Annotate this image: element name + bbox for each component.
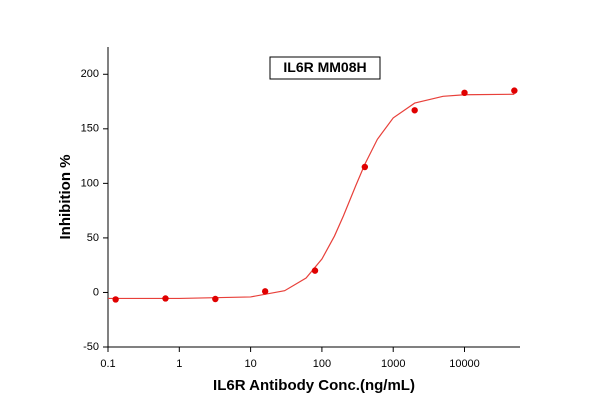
data-point bbox=[261, 288, 269, 295]
y-tick-label: -50 bbox=[83, 341, 99, 353]
data-point bbox=[311, 267, 319, 274]
x-tick-label: 1000 bbox=[381, 358, 405, 370]
data-point bbox=[411, 107, 418, 114]
x-tick-label: 0.1 bbox=[100, 358, 115, 370]
data-point bbox=[162, 295, 169, 302]
y-axis-title: Inhibition % bbox=[57, 155, 74, 240]
y-tick-label: 0 bbox=[93, 286, 99, 298]
data-point bbox=[112, 296, 119, 303]
data-point bbox=[212, 295, 219, 303]
x-tick-label: 10 bbox=[244, 358, 256, 370]
y-tick-label: 100 bbox=[81, 177, 99, 189]
data-point bbox=[511, 87, 518, 94]
fit-curve bbox=[108, 93, 515, 300]
y-tick-label: 200 bbox=[81, 68, 99, 80]
data-point bbox=[361, 163, 369, 171]
x-tick-label: 10000 bbox=[449, 358, 480, 370]
y-tick-label: 150 bbox=[81, 123, 99, 135]
x-tick-label: 1 bbox=[176, 358, 182, 370]
y-tick-label: 50 bbox=[87, 232, 99, 244]
x-tick-label: 100 bbox=[313, 358, 331, 370]
chart-title: IL6R MM08H bbox=[283, 59, 366, 75]
x-axis-title: IL6R Antibody Conc.(ng/mL) bbox=[213, 377, 415, 394]
data-point bbox=[461, 89, 468, 97]
title-box bbox=[269, 56, 381, 80]
